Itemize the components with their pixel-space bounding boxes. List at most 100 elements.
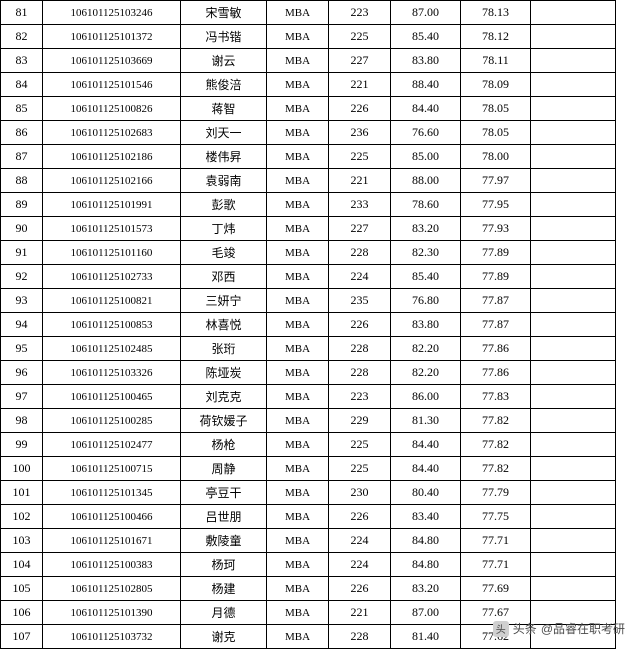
program: MBA — [267, 145, 329, 169]
score-2: 81.40 — [391, 625, 461, 649]
table-row: 103106101125101671敷陵童MBA22484.8077.71 — [1, 529, 616, 553]
score-1: 226 — [329, 313, 391, 337]
student-id: 106101125100821 — [43, 289, 181, 313]
table-row: 87106101125102186楼伟昇MBA22585.0078.00 — [1, 145, 616, 169]
score-3: 77.83 — [461, 385, 531, 409]
blank-cell — [531, 505, 616, 529]
score-2: 84.40 — [391, 457, 461, 481]
table-row: 82106101125101372冯书锴MBA22585.4078.12 — [1, 25, 616, 49]
table-row: 88106101125102166袁弱南MBA22188.0077.97 — [1, 169, 616, 193]
row-index: 95 — [1, 337, 43, 361]
student-id: 106101125101372 — [43, 25, 181, 49]
row-index: 88 — [1, 169, 43, 193]
blank-cell — [531, 169, 616, 193]
score-2: 87.00 — [391, 1, 461, 25]
score-1: 224 — [329, 529, 391, 553]
score-1: 235 — [329, 289, 391, 313]
student-name: 亭豆干 — [181, 481, 267, 505]
blank-cell — [531, 481, 616, 505]
student-id: 106101125102485 — [43, 337, 181, 361]
score-1: 228 — [329, 241, 391, 265]
student-id: 106101125100826 — [43, 97, 181, 121]
score-1: 229 — [329, 409, 391, 433]
watermark-prefix: 头条 — [513, 620, 537, 637]
score-3: 77.71 — [461, 529, 531, 553]
program: MBA — [267, 193, 329, 217]
score-2: 84.40 — [391, 97, 461, 121]
row-index: 91 — [1, 241, 43, 265]
score-1: 225 — [329, 457, 391, 481]
program: MBA — [267, 241, 329, 265]
blank-cell — [531, 385, 616, 409]
score-2: 88.00 — [391, 169, 461, 193]
score-1: 236 — [329, 121, 391, 145]
row-index: 104 — [1, 553, 43, 577]
row-index: 87 — [1, 145, 43, 169]
table-row: 85106101125100826蒋智MBA22684.4078.05 — [1, 97, 616, 121]
row-index: 90 — [1, 217, 43, 241]
blank-cell — [531, 361, 616, 385]
blank-cell — [531, 553, 616, 577]
score-3: 78.05 — [461, 121, 531, 145]
student-id: 106101125102477 — [43, 433, 181, 457]
program: MBA — [267, 289, 329, 313]
score-2: 83.20 — [391, 577, 461, 601]
score-1: 226 — [329, 505, 391, 529]
student-id: 106101125100285 — [43, 409, 181, 433]
student-name: 三妍宁 — [181, 289, 267, 313]
score-1: 230 — [329, 481, 391, 505]
score-3: 77.82 — [461, 457, 531, 481]
score-3: 77.71 — [461, 553, 531, 577]
row-index: 101 — [1, 481, 43, 505]
blank-cell — [531, 577, 616, 601]
score-3: 78.12 — [461, 25, 531, 49]
score-3: 77.86 — [461, 337, 531, 361]
table-row: 83106101125103669谢云MBA22783.8078.11 — [1, 49, 616, 73]
score-1: 221 — [329, 601, 391, 625]
score-2: 85.00 — [391, 145, 461, 169]
student-name: 丁炜 — [181, 217, 267, 241]
table-row: 91106101125101160毛竣MBA22882.3077.89 — [1, 241, 616, 265]
student-id: 106101125102805 — [43, 577, 181, 601]
score-1: 228 — [329, 361, 391, 385]
program: MBA — [267, 25, 329, 49]
student-name: 袁弱南 — [181, 169, 267, 193]
blank-cell — [531, 121, 616, 145]
student-name: 毛竣 — [181, 241, 267, 265]
student-id: 106101125100466 — [43, 505, 181, 529]
blank-cell — [531, 265, 616, 289]
program: MBA — [267, 217, 329, 241]
blank-cell — [531, 217, 616, 241]
score-1: 223 — [329, 1, 391, 25]
student-name: 陈垭炭 — [181, 361, 267, 385]
row-index: 102 — [1, 505, 43, 529]
row-index: 84 — [1, 73, 43, 97]
table-row: 93106101125100821三妍宁MBA23576.8077.87 — [1, 289, 616, 313]
program: MBA — [267, 433, 329, 457]
score-3: 78.00 — [461, 145, 531, 169]
blank-cell — [531, 1, 616, 25]
score-3: 78.05 — [461, 97, 531, 121]
student-name: 彭歌 — [181, 193, 267, 217]
blank-cell — [531, 433, 616, 457]
row-index: 96 — [1, 361, 43, 385]
row-index: 89 — [1, 193, 43, 217]
score-1: 224 — [329, 265, 391, 289]
score-3: 77.69 — [461, 577, 531, 601]
score-1: 227 — [329, 217, 391, 241]
score-2: 83.80 — [391, 313, 461, 337]
table-row: 84106101125101546熊俊涪MBA22188.4078.09 — [1, 73, 616, 97]
score-1: 224 — [329, 553, 391, 577]
score-1: 227 — [329, 49, 391, 73]
score-3: 77.82 — [461, 433, 531, 457]
program: MBA — [267, 385, 329, 409]
score-3: 77.75 — [461, 505, 531, 529]
score-1: 221 — [329, 169, 391, 193]
student-id: 106101125101546 — [43, 73, 181, 97]
score-1: 228 — [329, 625, 391, 649]
score-2: 76.60 — [391, 121, 461, 145]
score-3: 77.95 — [461, 193, 531, 217]
table-row: 81106101125103246宋雪敏MBA22387.0078.13 — [1, 1, 616, 25]
program: MBA — [267, 529, 329, 553]
student-id: 106101125103732 — [43, 625, 181, 649]
